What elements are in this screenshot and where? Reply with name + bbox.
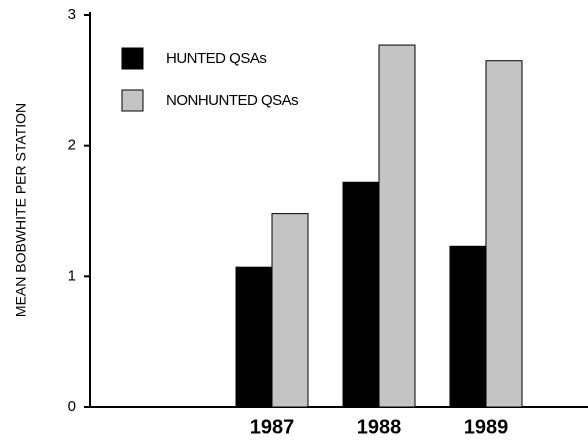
legend-swatch	[121, 89, 144, 112]
y-tick-label: 0	[68, 398, 76, 415]
legend-swatch	[121, 47, 144, 70]
y-axis-label: MEAN BOBWHITE PER STATION	[13, 103, 29, 317]
bar	[378, 44, 416, 408]
bar	[342, 181, 380, 408]
legend-label: NONHUNTED QSAs	[166, 92, 298, 109]
x-tick-label: 1988	[357, 416, 402, 438]
y-tick-label: 3	[68, 6, 76, 23]
x-tick-label: 1989	[464, 416, 509, 438]
bar	[235, 266, 273, 408]
bar	[271, 213, 309, 408]
bar	[449, 245, 487, 408]
y-tick-label: 2	[68, 137, 76, 154]
bar	[485, 60, 523, 408]
y-tick-label: 1	[68, 267, 76, 284]
legend-label: HUNTED QSAs	[166, 50, 266, 67]
x-tick-label: 1987	[250, 416, 295, 438]
